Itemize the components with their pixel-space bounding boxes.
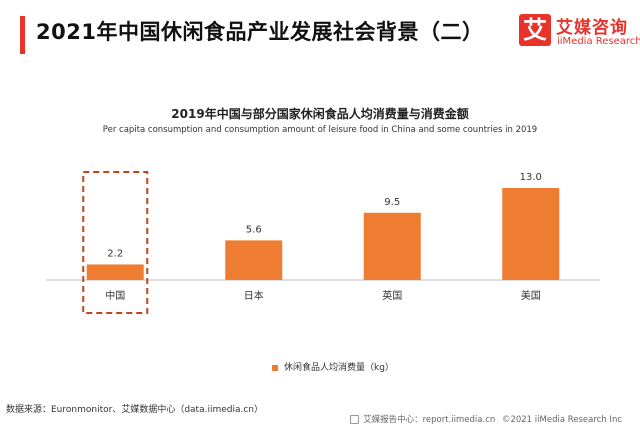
data-label-0: 2.2 bbox=[107, 248, 123, 259]
chart-subtitle: Per capita consumption and consumption a… bbox=[102, 125, 538, 135]
copyright: ©2021 iiMedia Research Inc bbox=[501, 415, 622, 425]
title-accent-bar bbox=[20, 16, 25, 54]
logo-name-en: iiMedia Research bbox=[557, 36, 640, 47]
data-label-2: 9.5 bbox=[384, 197, 400, 208]
data-source: 数据来源：Euronmonitor、艾媒数据中心（data.iimedia.cn… bbox=[6, 405, 263, 415]
chart-title: 2019年中国与部分国家休闲食品人均消费量与消费金额 bbox=[171, 107, 469, 121]
bar-3 bbox=[502, 188, 560, 280]
logo-name-cn: 艾媒咨询 bbox=[556, 18, 628, 38]
page-title: 2021年中国休闲食品产业发展社会背景（二） bbox=[36, 20, 484, 44]
logo-mark-icon: 艾 bbox=[519, 14, 551, 46]
report-center-icon bbox=[350, 415, 360, 424]
highlight-box bbox=[82, 171, 149, 314]
footer: 艾媒报告中心：report.iimedia.cn ©2021 iiMedia R… bbox=[350, 413, 626, 425]
iimedia-logo: 艾 艾媒咨询 iiMedia Research bbox=[519, 12, 640, 52]
x-tick-label-2: 英国 bbox=[382, 289, 402, 302]
x-tick-label-3: 美国 bbox=[521, 289, 541, 302]
bar-2 bbox=[363, 212, 421, 280]
x-tick-label-0: 中国 bbox=[105, 289, 125, 302]
x-tick-label-1: 日本 bbox=[244, 289, 264, 302]
bar-1 bbox=[225, 240, 283, 280]
report-center-link[interactable]: 艾媒报告中心：report.iimedia.cn bbox=[363, 415, 496, 425]
legend-label: 休闲食品人均消费量（kg） bbox=[284, 363, 394, 373]
chart-legend: 休闲食品人均消费量（kg） bbox=[272, 360, 394, 373]
data-label-1: 5.6 bbox=[246, 224, 262, 235]
legend-swatch bbox=[272, 364, 278, 371]
data-label-3: 13.0 bbox=[520, 172, 542, 183]
bar-0 bbox=[86, 264, 144, 280]
